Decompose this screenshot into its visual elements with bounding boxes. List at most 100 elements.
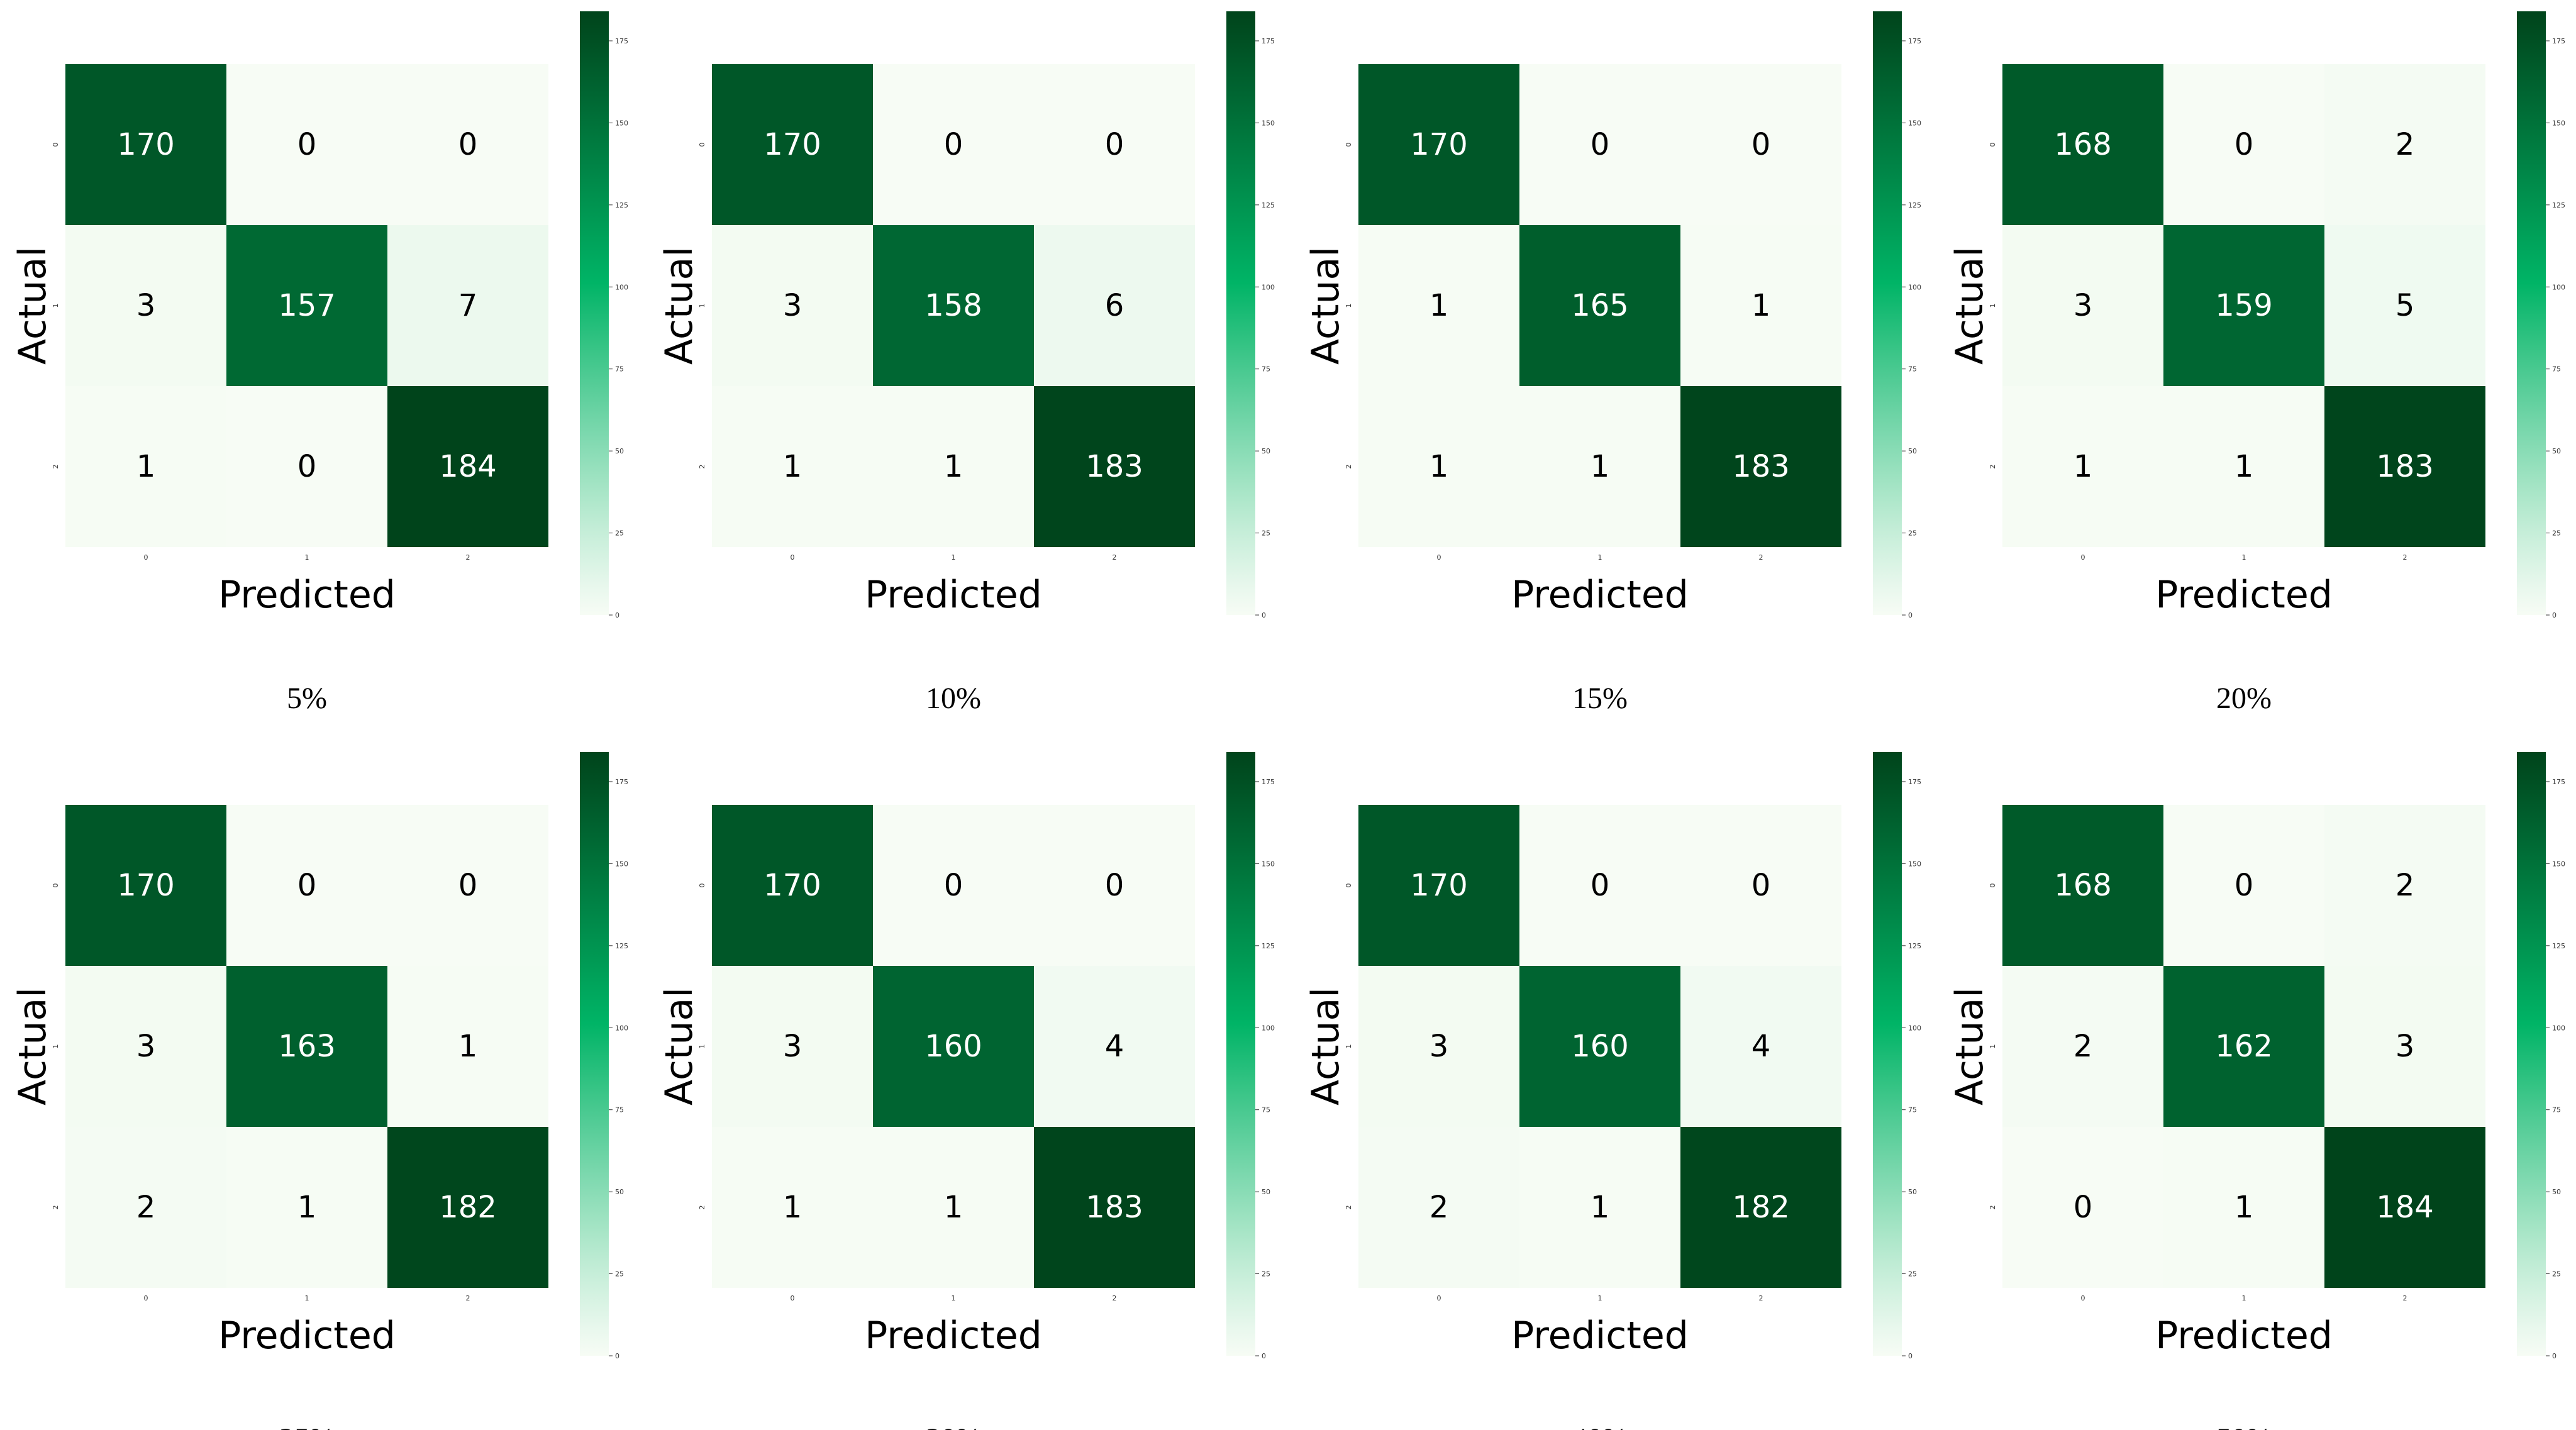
colorbar-tick-label: 50 [1262,447,1270,455]
colorbar-tick-label: 150 [1908,119,1921,127]
colorbar-tick-label: 125 [1262,942,1275,950]
colorbar-tick-label: 50 [615,447,624,455]
y-tick-label: 0 [698,884,706,888]
cell-value-label: 168 [2054,868,2112,903]
heatmap-cell [1519,225,1680,386]
cell-value-label: 1 [136,449,156,484]
heatmap-cell [2002,1127,2163,1288]
heatmap-cell [873,966,1034,1127]
y-tick-label: 0 [1345,143,1353,147]
colorbar-tick-label: 0 [1262,611,1266,619]
x-tick-label: 2 [2403,553,2407,562]
colorbar-tick-label: 0 [2552,1352,2557,1360]
cell-value-label: 159 [2215,288,2273,323]
panel-caption: 15% [1572,682,1628,715]
cell-value-label: 3 [1430,1029,1449,1064]
panel-caption: 25% [279,1422,335,1430]
x-tick-label: 2 [1759,553,1763,562]
heatmap-cell [65,386,226,547]
cell-value-label: 1 [783,1190,802,1225]
heatmap-cell [2163,225,2324,386]
heatmap-cell [1519,966,1680,1127]
x-tick-label: 2 [1113,553,1117,562]
colorbar-tick-label: 25 [1262,1270,1270,1278]
y-axis-title: Actual [657,987,701,1106]
cell-value-label: 1 [944,1190,963,1225]
colorbar-tick-label: 0 [615,1352,619,1360]
colorbar-tick-label: 150 [2552,119,2565,127]
cell-value-label: 0 [2235,868,2254,903]
heatmap-cell [1358,805,1519,966]
x-tick-label: 0 [1437,553,1441,562]
cell-value-label: 0 [1591,868,1610,903]
y-tick-label: 1 [698,304,706,308]
cell-value-label: 1 [783,449,802,484]
heatmap-cell [1519,386,1680,547]
heatmap-cell [2324,386,2485,547]
heatmap-cell [1680,966,1841,1127]
cell-value-label: 1 [297,1190,317,1225]
cell-value-label: 183 [1085,449,1143,484]
heatmap-cell [226,225,387,386]
heatmap-cell [2324,966,2485,1127]
x-axis-title: Predicted [2155,573,2333,617]
cell-value-label: 0 [1752,127,1771,162]
cell-value-label: 3 [136,288,156,323]
colorbar-tick-label: 150 [2552,860,2565,868]
colorbar-tick-label: 175 [615,778,628,786]
heatmap-cell [2324,64,2485,225]
heatmap-cell [2163,805,2324,966]
cell-value-label: 1 [1430,288,1449,323]
colorbar-tick-label: 100 [615,1024,628,1032]
heatmap-cell [712,805,873,966]
heatmap-cell [2002,805,2163,966]
cell-value-label: 1 [1752,288,1771,323]
x-tick-label: 1 [2242,553,2246,562]
heatmap-cell [1680,225,1841,386]
heatmap-cell [65,966,226,1127]
x-tick-label: 0 [1437,1294,1441,1302]
cell-value-label: 170 [117,868,175,903]
y-axis-title: Actual [657,247,701,365]
colorbar-tick-label: 25 [615,529,624,538]
colorbar-tick-label: 0 [615,611,619,619]
y-tick-label: 1 [698,1045,706,1049]
y-tick-label: 2 [698,1206,706,1210]
cell-value-label: 0 [297,449,317,484]
cell-value-label: 1 [1430,449,1449,484]
cell-value-label: 183 [1732,449,1790,484]
heatmap-cell [712,225,873,386]
cell-value-label: 7 [458,288,478,323]
cell-value-label: 1 [458,1029,478,1064]
colorbar-tick-label: 150 [615,119,628,127]
y-axis-title: Actual [11,987,55,1106]
colorbar-tick-label: 100 [1908,283,1921,291]
y-tick-label: 0 [52,884,60,888]
cell-value-label: 3 [783,288,802,323]
y-tick-label: 0 [1989,884,1997,888]
heatmap-cell [712,64,873,225]
confusion-matrix-5: 170 0 0 3 163 1 2 1 182 0 1 2 0 1 2 Predicted Actual 0 25 5… [11,752,628,1430]
colorbar-tick-label: 0 [1908,611,1913,619]
heatmap-cell [873,386,1034,547]
cell-value-label: 1 [1591,1190,1610,1225]
colorbar-tick-label: 150 [1908,860,1921,868]
y-tick-label: 0 [1345,884,1353,888]
colorbar-tick-label: 25 [1908,1270,1917,1278]
colorbar-tick-label: 50 [1262,1188,1270,1196]
heatmap-cell [2002,64,2163,225]
cell-value-label: 160 [1571,1029,1629,1064]
heatmap-cell [712,386,873,547]
heatmap-cell [226,386,387,547]
colorbar [1226,752,1255,1356]
cell-value-label: 1 [2235,449,2254,484]
colorbar-tick-label: 75 [615,1106,624,1114]
y-axis-title: Actual [1948,247,1992,365]
x-tick-label: 2 [2403,1294,2407,1302]
y-tick-label: 1 [1345,1045,1353,1049]
cell-value-label: 170 [1410,868,1468,903]
confusion-matrix-2: 170 0 0 3 158 6 1 1 183 0 1 2 0 1 2 Predicted Actual 0 25 5… [657,11,1275,715]
colorbar-tick-label: 75 [1908,365,1917,374]
x-tick-label: 0 [791,553,795,562]
